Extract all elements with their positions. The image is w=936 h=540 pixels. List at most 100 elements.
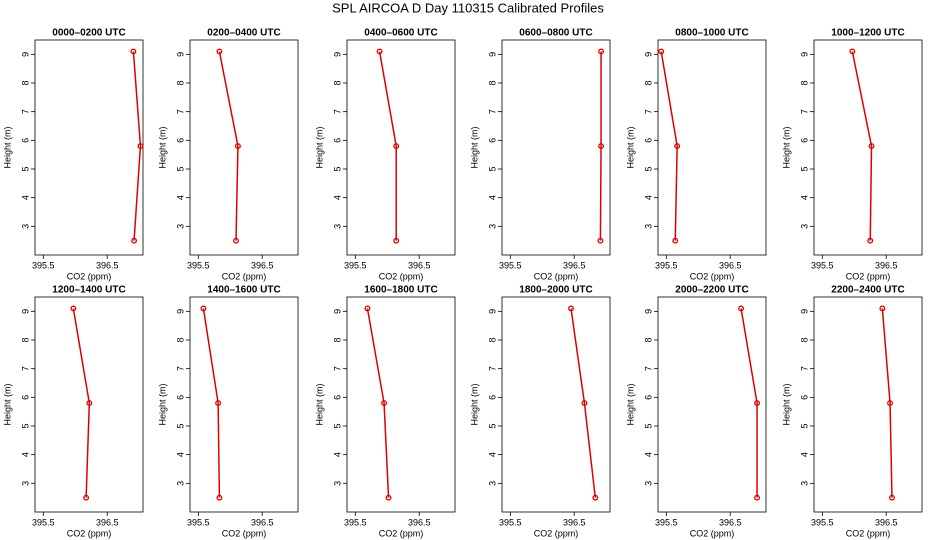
panel-title: 0400–0600 UTC (364, 28, 437, 39)
y-tick-label: 4 (20, 452, 30, 457)
point (393, 143, 400, 150)
y-tick-label: 3 (643, 481, 653, 486)
y-axis-label: Height (m) (314, 126, 324, 168)
plot-frame (657, 39, 767, 256)
x-axis-label: CO2 (ppm) (67, 271, 112, 281)
point (867, 237, 874, 244)
panel-title: 0600–0800 UTC (519, 28, 592, 39)
y-tick-label: 5 (487, 166, 497, 171)
y-tick-label: 4 (799, 452, 809, 457)
panel-title: 1000–1200 UTC (831, 28, 904, 39)
y-tick-label: 5 (175, 423, 185, 428)
y-tick-label: 6 (332, 138, 342, 143)
x-axis-label: CO2 (ppm) (846, 528, 891, 538)
x-tick-label: 395.5 (655, 517, 678, 527)
point (385, 494, 392, 501)
x-tick-label: 396.5 (408, 517, 431, 527)
y-tick-label: 6 (175, 395, 185, 400)
y-tick-label: 5 (487, 423, 497, 428)
y-axis-label: Height (m) (2, 126, 12, 168)
y-tick-label: 8 (332, 337, 342, 342)
y-tick-label: 3 (175, 224, 185, 229)
point (233, 237, 239, 244)
y-tick-label: 6 (175, 138, 185, 143)
y-axis-label: Height (m) (469, 383, 479, 425)
y-tick-label: 8 (332, 80, 342, 85)
plot-frame (189, 39, 299, 256)
profile-line (660, 51, 678, 241)
y-tick-label: 7 (487, 109, 497, 114)
x-tick-label: 395.5 (499, 517, 522, 527)
panel-title: 0800–1000 UTC (675, 28, 748, 39)
y-tick-label: 7 (487, 366, 497, 371)
plot-frame (813, 296, 923, 513)
plot-frame (813, 39, 923, 256)
y-tick-label: 3 (643, 224, 653, 229)
point (887, 400, 893, 407)
y-tick-label: 3 (20, 481, 30, 486)
y-tick-label: 3 (487, 224, 497, 229)
y-tick-label: 6 (487, 395, 497, 400)
y-tick-label: 8 (20, 337, 30, 342)
plot-frame (346, 39, 456, 256)
point (381, 400, 388, 407)
point (568, 305, 574, 312)
y-axis-label: Height (m) (625, 383, 635, 425)
y-axis-label: Height (m) (469, 126, 479, 168)
y-tick-label: 8 (20, 80, 30, 85)
panel-title: 2200–2400 UTC (831, 285, 904, 296)
plot-frame (346, 296, 456, 513)
y-tick-label: 6 (643, 395, 653, 400)
y-tick-label: 8 (487, 80, 497, 85)
point (130, 48, 137, 55)
y-tick-label: 9 (20, 52, 30, 57)
point (598, 48, 605, 55)
point (70, 305, 77, 312)
y-tick-label: 7 (332, 109, 342, 114)
point (738, 305, 745, 312)
y-tick-label: 7 (175, 366, 185, 371)
y-tick-label: 5 (643, 166, 653, 171)
x-axis-label: CO2 (ppm) (67, 528, 112, 538)
point (754, 400, 761, 407)
profile-line (851, 51, 873, 241)
point (216, 48, 223, 55)
y-tick-label: 4 (20, 195, 30, 200)
y-tick-label: 8 (643, 337, 653, 342)
point (889, 494, 895, 501)
x-tick-label: 395.5 (32, 260, 55, 270)
plot-frame (501, 296, 611, 513)
y-tick-label: 5 (175, 166, 185, 171)
point (658, 48, 665, 55)
x-tick-label: 395.5 (499, 260, 522, 270)
x-tick-label: 395.5 (344, 517, 367, 527)
y-tick-label: 4 (332, 195, 342, 200)
x-tick-label: 396.5 (719, 260, 742, 270)
y-tick-label: 8 (175, 337, 185, 342)
y-tick-label: 6 (20, 138, 30, 143)
y-tick-label: 4 (643, 195, 653, 200)
y-tick-label: 9 (487, 309, 497, 314)
plot-frame (34, 296, 144, 513)
y-axis-label: Height (m) (781, 383, 791, 425)
y-tick-label: 5 (799, 423, 809, 428)
point (672, 237, 679, 244)
y-tick-label: 8 (799, 80, 809, 85)
x-axis-label: CO2 (ppm) (222, 528, 267, 538)
point (215, 400, 222, 407)
profile-line (132, 51, 142, 241)
profile-line (72, 308, 91, 498)
point (131, 237, 138, 244)
y-tick-label: 9 (175, 309, 185, 314)
y-tick-label: 5 (643, 423, 653, 428)
profile-line (570, 308, 597, 498)
y-tick-label: 8 (799, 337, 809, 342)
y-tick-label: 6 (643, 138, 653, 143)
y-tick-label: 9 (332, 52, 342, 57)
y-tick-label: 9 (487, 52, 497, 57)
y-tick-label: 3 (332, 481, 342, 486)
y-axis-label: Height (m) (157, 126, 167, 168)
point (200, 305, 207, 312)
panel-title: 1600–1800 UTC (364, 285, 437, 296)
y-tick-label: 7 (20, 366, 30, 371)
